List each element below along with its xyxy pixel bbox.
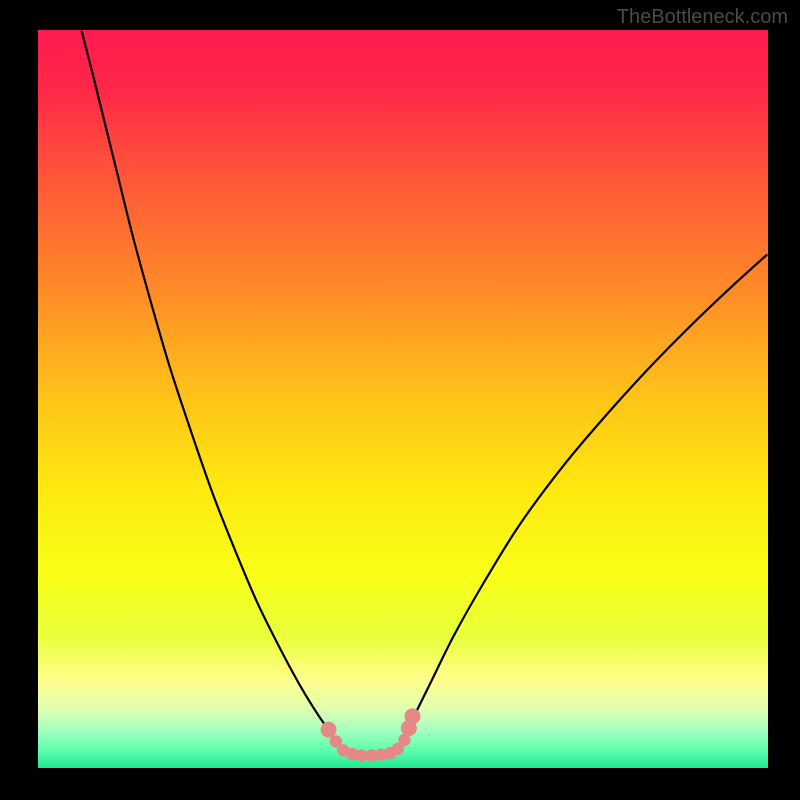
gradient-background — [38, 30, 768, 768]
watermark-text: TheBottleneck.com — [617, 6, 788, 29]
bottleneck-curve-chart — [38, 30, 768, 768]
chart-plot-area — [38, 30, 768, 768]
valley-marker-dot — [321, 722, 337, 738]
valley-marker-dot — [404, 708, 420, 724]
